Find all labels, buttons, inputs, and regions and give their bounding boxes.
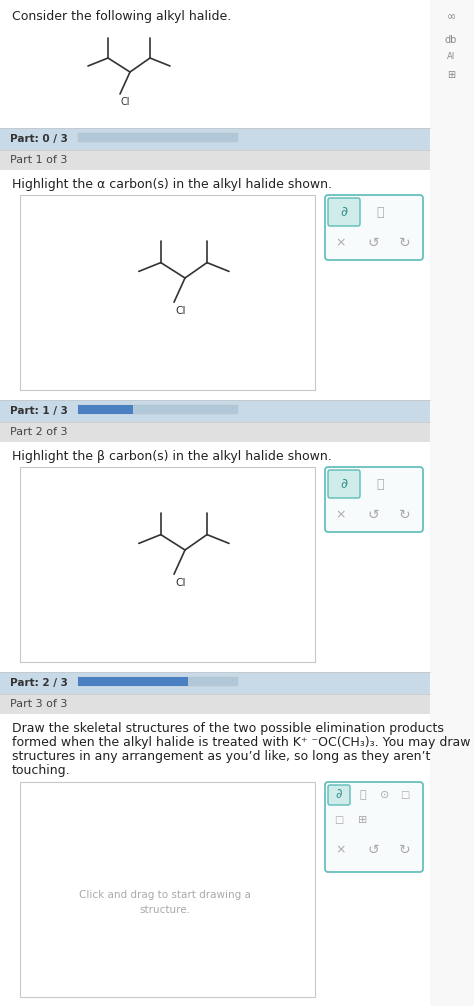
Text: Highlight the β carbon(s) in the alkyl halide shown.: Highlight the β carbon(s) in the alkyl h… [12,450,332,463]
Bar [78,405,238,414]
Bar [0,170,430,400]
Text: Cl: Cl [175,577,186,588]
Bar [20,195,315,390]
Text: ↺: ↺ [367,236,379,250]
Bar [20,782,315,997]
Bar [0,128,430,150]
Text: ↺: ↺ [367,508,379,522]
FancyBboxPatch shape [328,785,350,805]
Text: ⬭: ⬭ [360,790,366,800]
Text: Part 2 of 3: Part 2 of 3 [10,427,67,437]
Text: ↻: ↻ [399,236,411,250]
Bar [20,467,315,662]
Text: ⬭: ⬭ [376,205,384,218]
Text: ↻: ↻ [399,508,411,522]
Text: ∂: ∂ [340,205,347,219]
Text: Draw the skeletal structures of the two possible elimination products: Draw the skeletal structures of the two … [12,722,444,735]
Text: structures in any arrangement as you’d like, so long as they aren’t: structures in any arrangement as you’d l… [12,750,430,763]
Bar [78,677,238,686]
Text: ×: × [336,508,346,521]
Text: AI: AI [447,52,455,61]
Text: ⬭: ⬭ [376,478,384,491]
Bar [0,672,430,694]
Bar [78,133,238,142]
Text: Highlight the α carbon(s) in the alkyl halide shown.: Highlight the α carbon(s) in the alkyl h… [12,178,332,191]
Bar [0,422,430,442]
FancyBboxPatch shape [325,195,423,260]
Text: Part 3 of 3: Part 3 of 3 [10,699,67,709]
Text: ×: × [336,843,346,856]
Bar [0,400,430,422]
Text: formed when the alkyl halide is treated with K⁺ ⁻OC(CH₃)₃. You may draw the: formed when the alkyl halide is treated … [12,736,474,749]
Text: ↻: ↻ [399,843,411,857]
Text: Cl: Cl [121,97,130,107]
Text: Click and drag to start drawing a: Click and drag to start drawing a [79,890,251,900]
Text: ∞: ∞ [447,12,456,22]
FancyBboxPatch shape [325,467,423,532]
Text: Part: 1 / 3: Part: 1 / 3 [10,406,68,416]
Text: Part 1 of 3: Part 1 of 3 [10,155,67,165]
Text: Part: 2 / 3: Part: 2 / 3 [10,678,68,688]
Bar [0,0,430,128]
Text: ×: × [336,236,346,249]
Text: Cl: Cl [175,306,186,316]
Text: ∂: ∂ [336,789,342,802]
Text: ⊞: ⊞ [358,815,368,825]
Text: db: db [445,35,457,45]
FancyBboxPatch shape [328,198,360,226]
Bar [0,694,430,714]
Bar [0,442,430,672]
Bar [430,0,474,1006]
FancyBboxPatch shape [328,470,360,498]
Text: □: □ [401,790,410,800]
Bar [78,677,188,686]
Text: Consider the following alkyl halide.: Consider the following alkyl halide. [12,10,231,23]
Text: ⊙: ⊙ [380,790,390,800]
Text: □: □ [334,815,344,825]
Bar [78,405,133,414]
Text: ⊞: ⊞ [447,70,455,80]
Bar [0,714,430,1006]
Text: ↺: ↺ [367,843,379,857]
Text: ∂: ∂ [340,477,347,491]
Text: touching.: touching. [12,764,71,777]
Bar [0,150,430,170]
FancyBboxPatch shape [325,782,423,872]
Text: structure.: structure. [139,905,191,915]
Text: Part: 0 / 3: Part: 0 / 3 [10,134,68,144]
